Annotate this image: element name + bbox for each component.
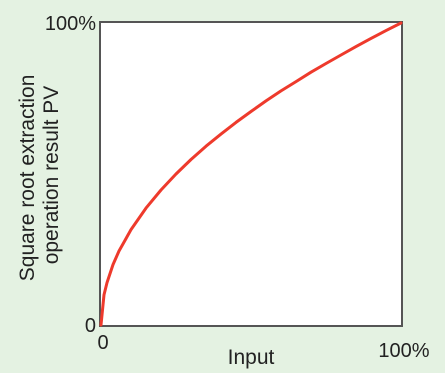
curve-line (99, 21, 403, 327)
x-tick-max: 100% (378, 340, 429, 362)
x-axis-label: Input (228, 346, 275, 369)
y-axis-label: Square root extraction operation result … (16, 69, 63, 281)
y-tick-min: 0 (85, 315, 96, 337)
y-tick-max: 100% (45, 13, 96, 35)
plot-area (99, 21, 403, 327)
y-axis-label-line-1: Square root extraction (16, 75, 39, 282)
y-axis-label-line-2: operation result PV (40, 86, 63, 265)
x-tick-min: 0 (97, 332, 108, 354)
